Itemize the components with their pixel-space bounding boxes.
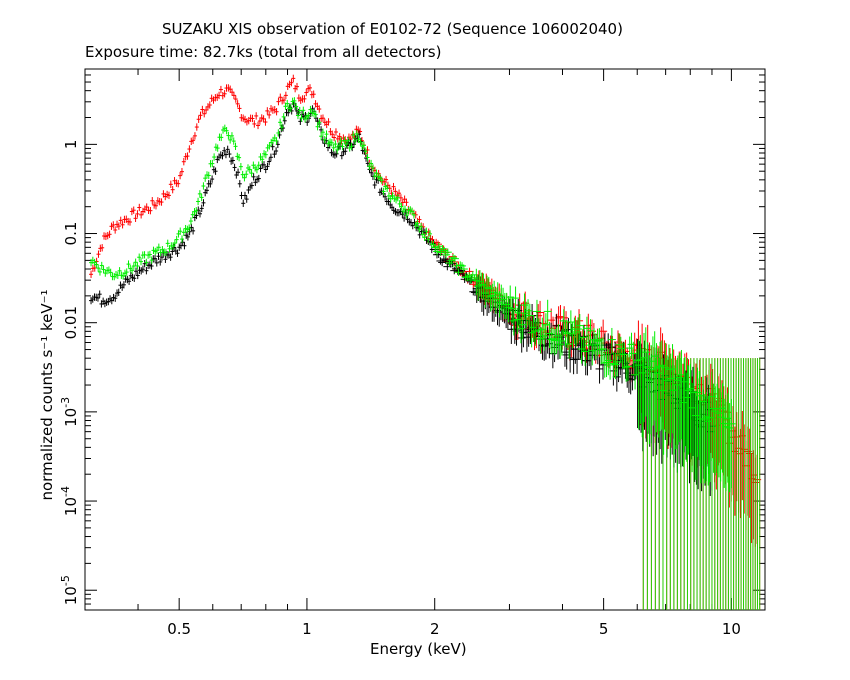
x-axis-label: Energy (keV)	[370, 640, 467, 658]
chart-subtitle: Exposure time: 82.7ks (total from all de…	[85, 43, 442, 61]
y-tick-label: 10-4	[59, 486, 80, 516]
axis-tick-labels: 0.5 1 2 5 10 1 0.1 0.01 10-3 10-4 10-5	[59, 140, 741, 638]
series-layer	[89, 74, 762, 610]
chart-title: SUZAKU XIS observation of E0102-72 (Sequ…	[162, 20, 623, 38]
y-tick-label: 0.01	[62, 306, 80, 339]
series-2	[89, 97, 761, 610]
plot-frame	[84, 68, 766, 611]
series-1	[89, 100, 716, 497]
x-tick-label: 2	[430, 620, 440, 638]
x-tick-label: 0.5	[167, 620, 191, 638]
y-axis-label: normalized counts s⁻¹ keV⁻¹	[38, 289, 56, 501]
x-tick-label: 10	[722, 620, 741, 638]
y-tick-label: 10-3	[59, 397, 80, 427]
x-tick-label: 5	[599, 620, 609, 638]
y-tick-label: 1	[62, 140, 80, 150]
x-tick-label: 1	[302, 620, 312, 638]
y-tick-label: 0.1	[62, 222, 80, 246]
y-tick-label: 10-5	[59, 575, 80, 605]
